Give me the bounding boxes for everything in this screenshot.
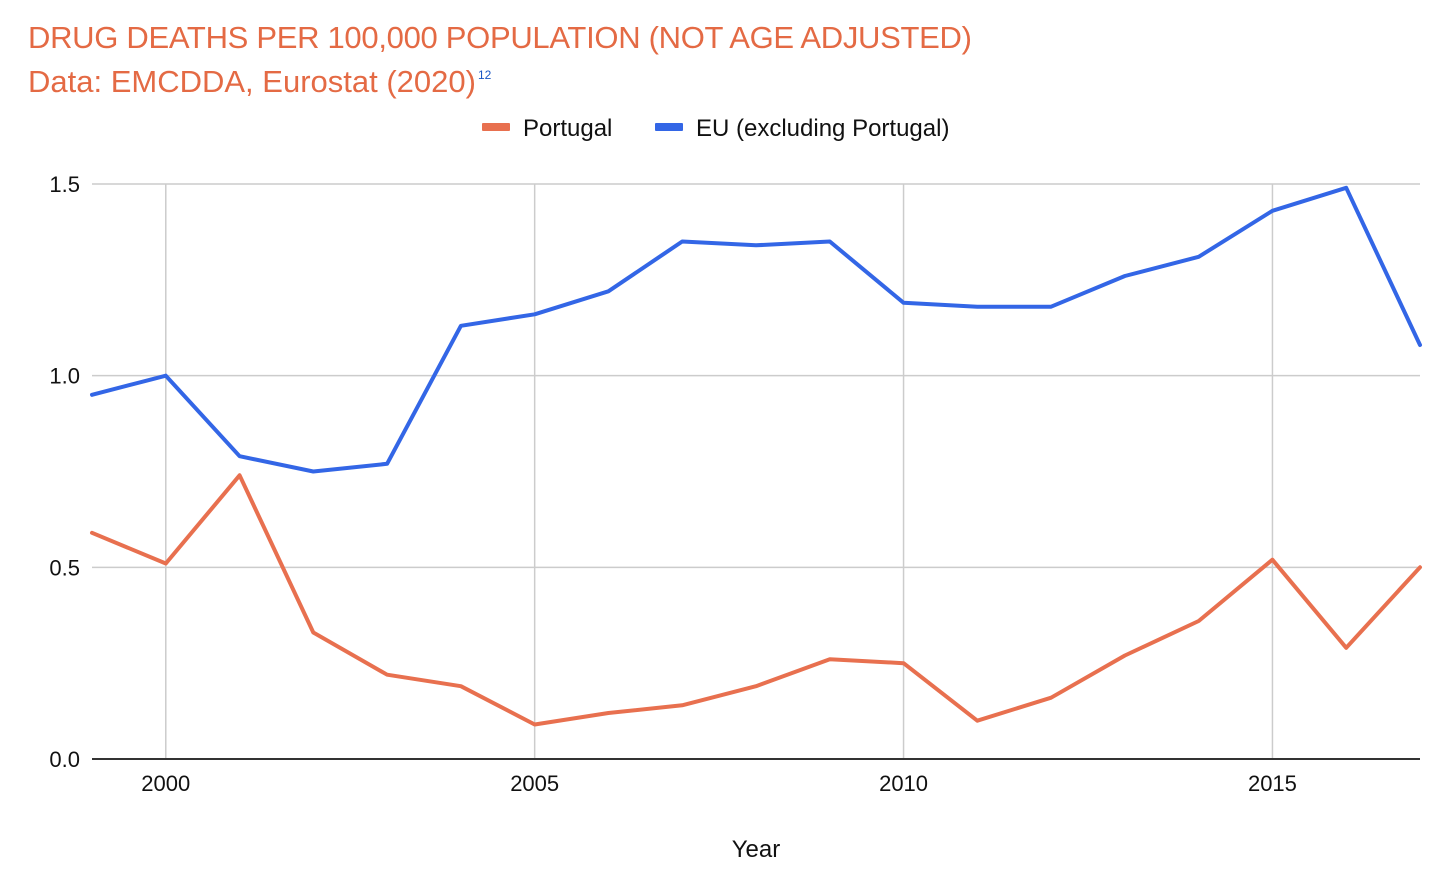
data-point-portugal (1266, 554, 1278, 566)
data-point-portugal (824, 653, 836, 665)
x-tick-label: 2005 (510, 771, 559, 796)
data-point-portugal (898, 657, 910, 669)
legend-swatch (655, 123, 683, 131)
data-point-portugal (1340, 642, 1352, 654)
series-lines (86, 182, 1426, 731)
x-tick-label: 2015 (1248, 771, 1297, 796)
data-point-portugal (455, 680, 467, 692)
data-point-eu-excluding-portugal (234, 450, 246, 462)
data-point-portugal (86, 527, 98, 539)
series-line-eu-excluding-portugal (90, 185, 1422, 474)
legend-swatch (482, 123, 510, 131)
legend: Portugal EU (excluding Portugal) (482, 115, 949, 142)
data-point-eu-excluding-portugal (529, 308, 541, 320)
data-point-portugal (234, 469, 246, 481)
data-point-portugal (1119, 650, 1131, 662)
gridlines (92, 183, 1420, 759)
data-point-eu-excluding-portugal (1340, 182, 1352, 194)
y-tick-label: 0.0 (49, 747, 80, 772)
data-point-portugal (750, 680, 762, 692)
data-point-eu-excluding-portugal (898, 297, 910, 309)
data-point-eu-excluding-portugal (602, 285, 614, 297)
data-point-portugal (602, 707, 614, 719)
data-point-portugal (676, 699, 688, 711)
data-point-eu-excluding-portugal (86, 389, 98, 401)
y-tick-label: 1.5 (49, 172, 80, 197)
data-point-eu-excluding-portugal (455, 320, 467, 332)
data-point-portugal (1414, 561, 1426, 573)
data-point-eu-excluding-portugal (750, 239, 762, 251)
y-tick-label: 0.5 (49, 555, 80, 580)
x-tick-label: 2010 (879, 771, 928, 796)
chart-subtitle-text: Data: EMCDDA, Eurostat (2020) (28, 64, 476, 99)
chart-title: DRUG DEATHS PER 100,000 POPULATION (NOT … (28, 20, 972, 55)
data-point-portugal (971, 715, 983, 727)
data-point-eu-excluding-portugal (381, 458, 393, 470)
series-line-portugal (90, 473, 1422, 727)
x-axis-title: Year (732, 836, 781, 863)
y-tick-label: 1.0 (49, 364, 80, 389)
x-tick-label: 2000 (141, 771, 190, 796)
data-point-eu-excluding-portugal (307, 466, 319, 478)
data-point-eu-excluding-portugal (1266, 205, 1278, 217)
data-point-eu-excluding-portugal (676, 236, 688, 248)
data-point-eu-excluding-portugal (1119, 270, 1131, 282)
data-point-eu-excluding-portugal (824, 236, 836, 248)
legend-label: EU (excluding Portugal) (696, 115, 949, 142)
legend-label: Portugal (523, 115, 612, 142)
data-point-eu-excluding-portugal (160, 370, 172, 382)
data-point-portugal (307, 627, 319, 639)
data-point-eu-excluding-portugal (1414, 339, 1426, 351)
data-point-eu-excluding-portugal (1045, 301, 1057, 313)
footnote-link[interactable]: 12 (477, 68, 492, 82)
data-point-portugal (529, 719, 541, 731)
axis-titles: Year (732, 836, 781, 863)
data-point-portugal (381, 669, 393, 681)
data-point-portugal (1193, 615, 1205, 627)
data-point-eu-excluding-portugal (1193, 251, 1205, 263)
data-point-portugal (160, 558, 172, 570)
chart-subtitle: Data: EMCDDA, Eurostat (2020) 12 (28, 64, 491, 100)
data-point-eu-excluding-portugal (971, 301, 983, 313)
data-point-portugal (1045, 692, 1057, 704)
tick-labels: 0.0 0.5 1.0 1.5 2000 2005 2010 2015 (49, 172, 1297, 796)
